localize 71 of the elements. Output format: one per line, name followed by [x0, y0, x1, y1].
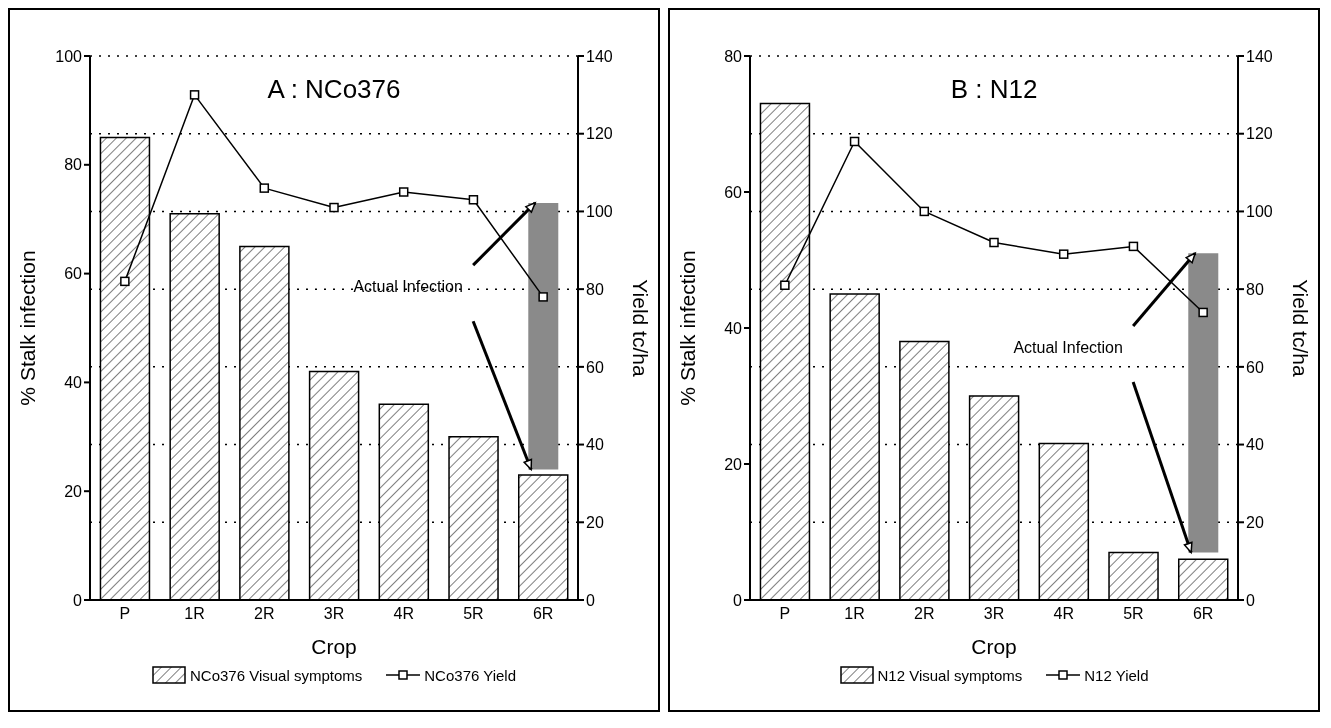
y-tick-label: 60	[724, 183, 743, 201]
x-tick-label: 5R	[463, 605, 484, 623]
y2-tick-label: 80	[586, 280, 604, 298]
x-tick-label: P	[119, 605, 131, 623]
y2-tick-label: 120	[586, 125, 613, 143]
y2-tick-label: 20	[1246, 513, 1264, 531]
y2-tick-label: 120	[1246, 125, 1273, 143]
y2-tick-label: 20	[586, 513, 604, 531]
point	[329, 202, 339, 213]
y2-tick-label: 40	[1246, 436, 1264, 454]
point	[919, 206, 930, 217]
legend-label: N12 Visual symptoms	[877, 666, 1023, 684]
y2-tick-label: 100	[586, 203, 613, 221]
point	[259, 183, 270, 193]
point	[538, 292, 548, 302]
annotation: Actual Infection	[352, 278, 464, 297]
y-tick-label: 20	[64, 482, 83, 500]
y2-tick-label: 60	[1246, 358, 1264, 376]
y2-tick-label: 100	[1246, 203, 1273, 221]
y2-axis-title: Yield tc/ha	[1288, 279, 1312, 377]
x-tick-label: 5R	[1123, 605, 1144, 623]
text: A : NCo376	[266, 74, 402, 105]
x-tick-label: 1R	[184, 605, 205, 623]
point	[189, 90, 200, 100]
y2-tick-label: 140	[1246, 47, 1273, 65]
y2-tick-label: 0	[1246, 591, 1255, 609]
point	[1058, 249, 1069, 259]
text: B : N12	[949, 74, 1039, 105]
x-tick-label: 3R	[983, 605, 1005, 623]
y-tick-label: 20	[724, 455, 743, 473]
point	[1128, 241, 1139, 252]
y-tick-label: 0	[73, 591, 83, 609]
y-tick-label: 60	[64, 265, 83, 283]
point	[468, 195, 479, 205]
x-tick-label: 2R	[914, 605, 935, 623]
legend-label: NCo376 Yield	[424, 666, 517, 684]
x-tick-label: P	[779, 605, 791, 623]
x-tick-label: 6R	[1192, 605, 1214, 623]
y2-tick-label: 140	[586, 47, 613, 65]
legend-label: N12 Yield	[1084, 666, 1149, 684]
y-axis-title: % Stalk infection	[16, 250, 40, 406]
point	[780, 280, 790, 291]
point	[398, 187, 409, 197]
y2-tick-label: 0	[586, 591, 595, 609]
x-tick-label: 1R	[844, 605, 865, 623]
x-axis-title: Crop	[311, 635, 357, 658]
x-axis-title: Crop	[971, 635, 1017, 658]
x-tick-label: 3R	[323, 605, 345, 623]
x-tick-label: 4R	[1053, 605, 1074, 623]
x-tick-label: 4R	[393, 605, 414, 623]
y2-tick-label: 80	[1246, 280, 1264, 298]
bar	[1188, 253, 1219, 553]
bar	[528, 202, 559, 470]
annotation: Actual Infection	[1012, 338, 1124, 357]
point	[120, 276, 130, 287]
y-tick-label: 80	[64, 156, 83, 174]
y2-tick-label: 40	[586, 436, 604, 454]
y-tick-label: 100	[55, 47, 83, 65]
y-axis-title: % Stalk infection	[676, 250, 700, 406]
point	[1198, 307, 1208, 318]
x-tick-label: 2R	[254, 605, 275, 623]
y-tick-label: 80	[724, 47, 743, 65]
legend-label: NCo376 Visual symptoms	[189, 666, 363, 684]
y2-tick-label: 60	[586, 358, 604, 376]
y-tick-label: 0	[733, 591, 743, 609]
y2-axis-title: Yield tc/ha	[628, 279, 652, 377]
point	[849, 136, 860, 147]
y-tick-label: 40	[724, 319, 743, 337]
x-tick-label: 6R	[532, 605, 554, 623]
point	[989, 237, 999, 248]
y-tick-label: 40	[64, 374, 83, 392]
